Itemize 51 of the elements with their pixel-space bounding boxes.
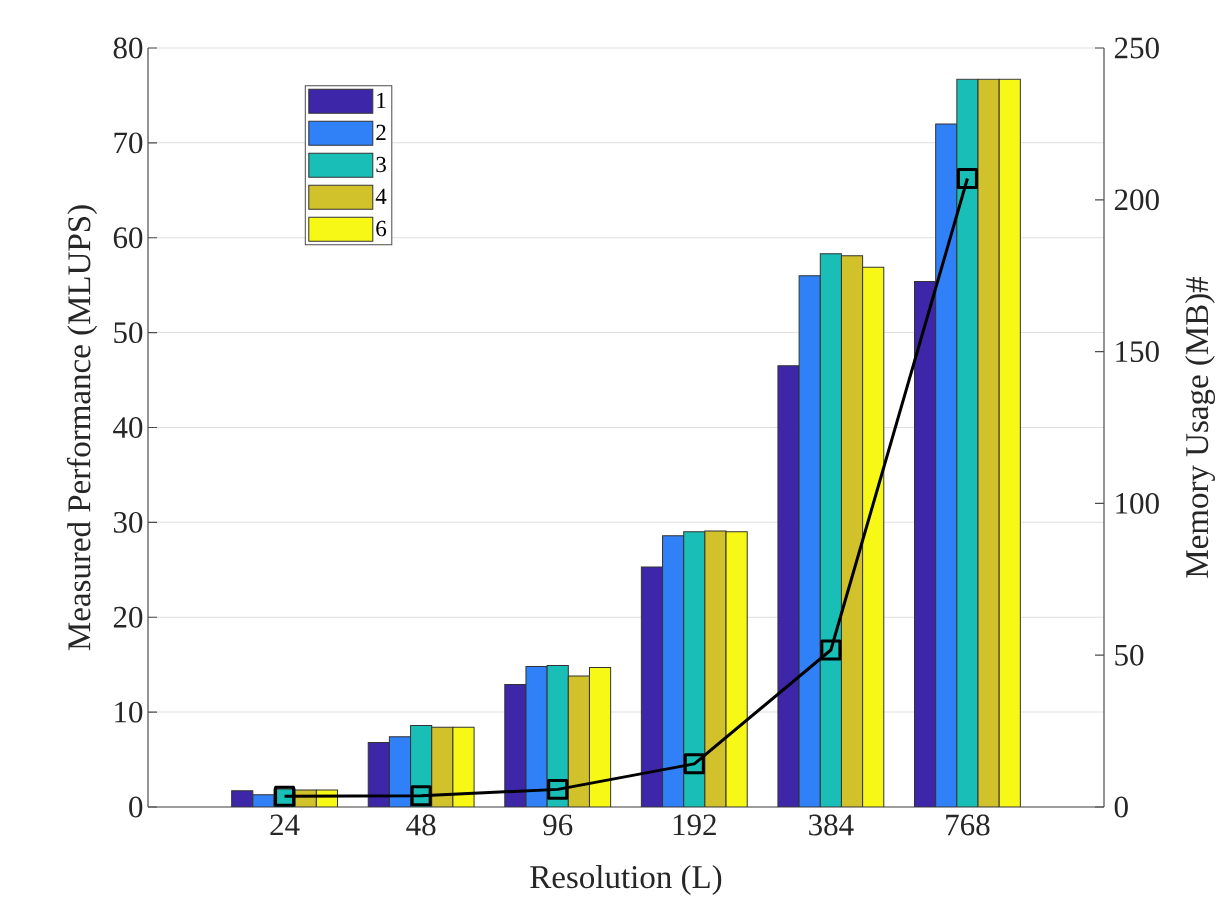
- x-tick-label: 192: [673, 814, 716, 836]
- legend-label: 3: [376, 156, 386, 173]
- y-tick-label: 40: [113, 417, 143, 438]
- bar: [862, 266, 885, 807]
- x-tick-label: 24: [270, 814, 300, 836]
- bar: [662, 535, 685, 807]
- x-axis-title: Resolution (L): [530, 865, 722, 895]
- point: [683, 753, 705, 775]
- bar: [504, 684, 527, 807]
- x-tick-label: 96: [543, 814, 573, 836]
- point: [956, 168, 978, 190]
- y-tick-label: 80: [113, 37, 143, 59]
- point: [820, 639, 842, 661]
- bar: [567, 675, 590, 807]
- y-tick-label: 30: [113, 511, 143, 533]
- bar: [798, 275, 821, 807]
- legend-label: 1: [377, 92, 386, 109]
- bar: [840, 255, 864, 807]
- legend-label: 6: [376, 220, 387, 237]
- y-tick-label: 60: [113, 227, 143, 249]
- bar: [819, 253, 842, 807]
- x-tick-label: 48: [406, 814, 436, 836]
- y2-axis-title: Memory Usage (MB)#: [1185, 276, 1216, 578]
- point: [410, 785, 432, 807]
- bar: [998, 78, 1021, 807]
- bar: [725, 531, 748, 807]
- y2-tick-label: 250: [1114, 37, 1159, 59]
- y2-tick-label: 0: [1114, 796, 1128, 818]
- y-tick-label: 20: [113, 606, 143, 628]
- y-tick-label: 0: [129, 796, 143, 818]
- y2-tick-label: 50: [1115, 644, 1144, 666]
- y-tick-label: 50: [114, 322, 143, 344]
- y2-tick-label: 150: [1116, 341, 1159, 363]
- bar: [588, 667, 612, 807]
- point: [547, 778, 569, 800]
- legend-label: 4: [375, 188, 387, 204]
- y-axis-title: Measured Performance (MLUPS): [66, 205, 98, 651]
- bar: [977, 78, 1000, 807]
- bar: [914, 280, 937, 807]
- x-tick-label: 384: [809, 814, 854, 836]
- y-tick-label: 10: [115, 701, 143, 723]
- bar: [683, 531, 706, 807]
- bar: [546, 665, 569, 807]
- y-tick-label: 70: [114, 132, 143, 154]
- bar: [935, 123, 958, 807]
- bar: [640, 566, 664, 807]
- y2-tick-label: 200: [1114, 189, 1159, 211]
- bar: [956, 78, 979, 807]
- legend-label: 2: [376, 124, 386, 141]
- y2-tick-label: 100: [1116, 492, 1159, 514]
- x-tick-label: 768: [946, 814, 990, 836]
